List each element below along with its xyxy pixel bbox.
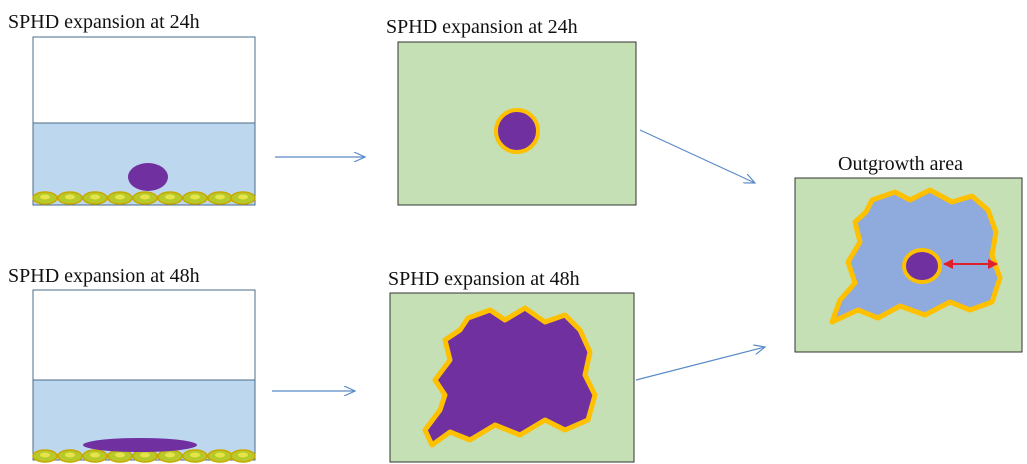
arrow — [636, 347, 765, 380]
panel-label: SPHD expansion at 24h — [8, 11, 200, 33]
diagram: SPHD expansion at 24h SPHD expansion at … — [0, 0, 1027, 464]
arrow — [640, 130, 755, 183]
panel-label: Outgrowth area — [838, 153, 963, 175]
top-view-48h — [390, 293, 634, 462]
panel-label: SPHD expansion at 48h — [388, 268, 580, 290]
top-view-24h — [398, 42, 636, 205]
side-view-48h — [33, 290, 255, 462]
outgrowth-view — [795, 178, 1022, 352]
panel-label: SPHD expansion at 48h — [8, 265, 200, 287]
panel-label: SPHD expansion at 24h — [386, 16, 578, 38]
side-view-24h — [33, 37, 255, 205]
